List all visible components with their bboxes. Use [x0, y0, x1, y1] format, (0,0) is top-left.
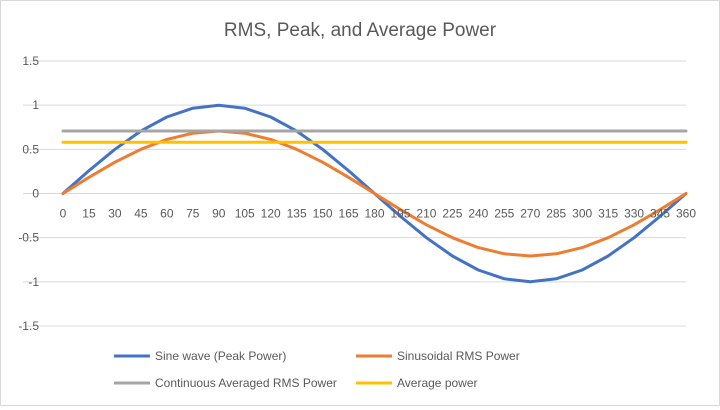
x-tick-label: 225 [442, 207, 462, 221]
x-tick-label: 0 [60, 207, 67, 221]
x-tick-label: 240 [468, 207, 488, 221]
y-tick-label: 0 [32, 187, 39, 201]
legend-label-1: Sine wave (Peak Power) [155, 349, 286, 363]
x-tick-label: 150 [313, 207, 333, 221]
chart-title: RMS, Peak, and Average Power [224, 20, 497, 41]
gridlines [23, 60, 686, 327]
x-tick-label: 360 [676, 207, 696, 221]
x-tick-label: 285 [546, 207, 566, 221]
x-tick-label: 165 [339, 207, 359, 221]
series-line-2 [61, 129, 688, 258]
legend-label-3: Continuous Averaged RMS Power [155, 376, 337, 390]
y-tick-label: 1.5 [22, 54, 39, 68]
legend-label-4: Average power [397, 376, 478, 390]
x-tick-label: 60 [160, 207, 174, 221]
x-tick-label: 90 [212, 207, 226, 221]
legend: Sine wave (Peak Power) Sinusoidal RMS Pow… [114, 349, 520, 390]
x-tick-label: 15 [82, 207, 96, 221]
y-tick-label: -0.5 [18, 231, 39, 245]
legend-label-2: Sinusoidal RMS Power [397, 349, 520, 363]
x-tick-label: 300 [572, 207, 592, 221]
x-tick-label: 210 [416, 207, 436, 221]
x-tick-label: 180 [364, 207, 384, 221]
x-tick-label: 135 [287, 207, 307, 221]
x-tick-label: 315 [598, 207, 618, 221]
y-tick-label: -1.5 [18, 319, 39, 333]
x-tick-label: 45 [134, 207, 148, 221]
x-tick-label: 75 [186, 207, 200, 221]
y-axis-ticks: 1.5 1 0.5 0 -0.5 -1 -1.5 [18, 54, 39, 333]
x-tick-label: 120 [261, 207, 281, 221]
x-tick-label: 330 [624, 207, 644, 221]
x-tick-label: 270 [520, 207, 540, 221]
y-tick-label: -1 [28, 275, 39, 289]
x-tick-label: 345 [650, 207, 670, 221]
x-tick-label: 195 [390, 207, 410, 221]
y-tick-label: 1 [32, 98, 39, 112]
x-tick-label: 30 [108, 207, 122, 221]
x-tick-label: 105 [235, 207, 255, 221]
x-axis-ticks: 0 15 30 45 60 75 90 105 120 135 150 165 180 195 210 225… [60, 207, 697, 221]
series-lines [61, 103, 688, 284]
x-tick-label: 255 [494, 207, 514, 221]
y-tick-label: 0.5 [22, 142, 39, 156]
